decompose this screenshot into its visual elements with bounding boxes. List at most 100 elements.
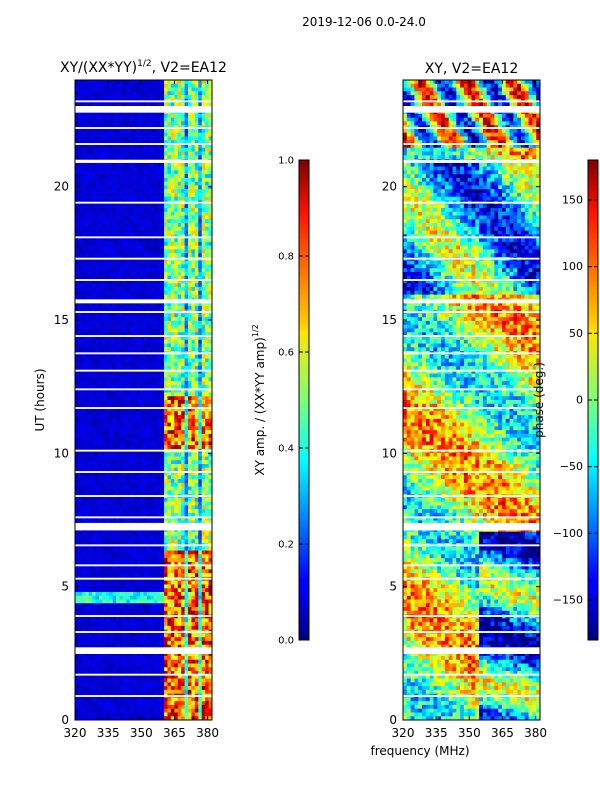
- heatmap-cell: [160, 320, 165, 326]
- heatmap-cell: [78, 174, 83, 179]
- heatmap-cell: [191, 332, 196, 337]
- heatmap-cell: [208, 422, 212, 427]
- heatmap-cell: [174, 388, 179, 393]
- heatmap-cell: [133, 509, 138, 514]
- heatmap-cell: [194, 320, 199, 326]
- heatmap-cell: [157, 362, 162, 367]
- heatmap-cell: [174, 441, 179, 446]
- heatmap-cell: [88, 373, 93, 378]
- heatmap-cell: [188, 275, 192, 280]
- heatmap-cell: [170, 275, 175, 280]
- heatmap-cell: [198, 445, 203, 450]
- heatmap-cell: [198, 422, 203, 427]
- heatmap-cell: [160, 475, 165, 480]
- heatmap-cell: [119, 249, 124, 254]
- heatmap-cell: [198, 452, 203, 457]
- heatmap-cell: [95, 362, 100, 367]
- heatmap-cell: [205, 497, 209, 503]
- heatmap-cell: [143, 381, 148, 386]
- heatmap-cell: [181, 208, 185, 213]
- heatmap-cell: [119, 377, 124, 382]
- heatmap-cell: [136, 369, 141, 375]
- heatmap-cell: [75, 320, 79, 326]
- heatmap-cell: [208, 196, 212, 201]
- heatmap-cell: [116, 366, 120, 371]
- heatmap-cell: [174, 336, 179, 341]
- heatmap-cell: [150, 317, 155, 322]
- heatmap-cell: [88, 189, 93, 194]
- heatmap-cell: [133, 215, 138, 220]
- heatmap-cell: [88, 403, 93, 408]
- heatmap-cell: [153, 317, 158, 322]
- heatmap-cell: [146, 464, 151, 469]
- heatmap-cell: [102, 475, 107, 480]
- heatmap-cell: [116, 479, 120, 484]
- heatmap-cell: [170, 128, 175, 134]
- heatmap-cell: [95, 294, 100, 299]
- heatmap-cell: [140, 241, 144, 247]
- heatmap-cell: [188, 471, 192, 476]
- heatmap-cell: [75, 343, 79, 348]
- heatmap-cell: [122, 456, 127, 461]
- heatmap-cell: [198, 535, 203, 540]
- heatmap-cell: [146, 174, 151, 179]
- heatmap-cell: [170, 328, 175, 333]
- heatmap-cell: [92, 415, 96, 420]
- heatmap-cell: [140, 497, 144, 503]
- heatmap-cell: [157, 177, 162, 183]
- heatmap-cell: [205, 305, 209, 311]
- heatmap-cell: [116, 452, 120, 457]
- heatmap-cell: [81, 136, 86, 141]
- heatmap-cell: [181, 381, 185, 386]
- heatmap-cell: [201, 132, 206, 137]
- heatmap-cell: [170, 464, 175, 469]
- heatmap-cell: [75, 128, 79, 134]
- heatmap-cell: [143, 170, 148, 175]
- heatmap-cell: [170, 362, 175, 367]
- heatmap-cell: [88, 381, 93, 386]
- heatmap-cell: [164, 456, 168, 461]
- heatmap-cell: [112, 305, 117, 311]
- heatmap-cell: [116, 388, 120, 393]
- heatmap-cell: [188, 362, 192, 367]
- heatmap-cell: [81, 230, 86, 235]
- heatmap-cell: [205, 215, 209, 220]
- heatmap-cell: [133, 433, 138, 439]
- heatmap-cell: [116, 208, 120, 213]
- heatmap-cell: [167, 223, 172, 228]
- heatmap-cell: [184, 373, 189, 378]
- heatmap-cell: [146, 245, 151, 250]
- heatmap-cell: [116, 283, 120, 288]
- heatmap-cell: [122, 196, 127, 201]
- heatmap-cell: [153, 422, 158, 427]
- heatmap-cell: [109, 369, 114, 375]
- heatmap-cell: [133, 362, 138, 367]
- heatmap-cell: [170, 381, 175, 386]
- heatmap-cell: [205, 144, 209, 149]
- heatmap-cell: [75, 464, 79, 469]
- heatmap-cell: [98, 95, 103, 100]
- heatmap-cell: [129, 166, 134, 171]
- heatmap-cell: [133, 162, 138, 167]
- heatmap-cell: [208, 136, 212, 141]
- heatmap-cell: [198, 400, 203, 405]
- heatmap-cell: [81, 260, 86, 265]
- heatmap-cell: [164, 441, 168, 446]
- heatmap-cell: [105, 241, 110, 247]
- heatmap-cell: [208, 377, 212, 382]
- heatmap-cell: [78, 151, 83, 156]
- heatmap-cell: [98, 539, 103, 544]
- heatmap-cell: [140, 170, 144, 175]
- heatmap-cell: [116, 415, 120, 420]
- heatmap-cell: [174, 456, 179, 461]
- heatmap-cell: [119, 241, 124, 247]
- heatmap-cell: [160, 283, 165, 288]
- heatmap-cell: [198, 396, 203, 401]
- heatmap-cell: [88, 377, 93, 382]
- heatmap-cell: [208, 147, 212, 152]
- heatmap-cell: [88, 464, 93, 469]
- heatmap-cell: [105, 358, 110, 363]
- heatmap-cell: [133, 441, 138, 446]
- heatmap-cell: [116, 430, 120, 435]
- heatmap-cell: [122, 230, 127, 235]
